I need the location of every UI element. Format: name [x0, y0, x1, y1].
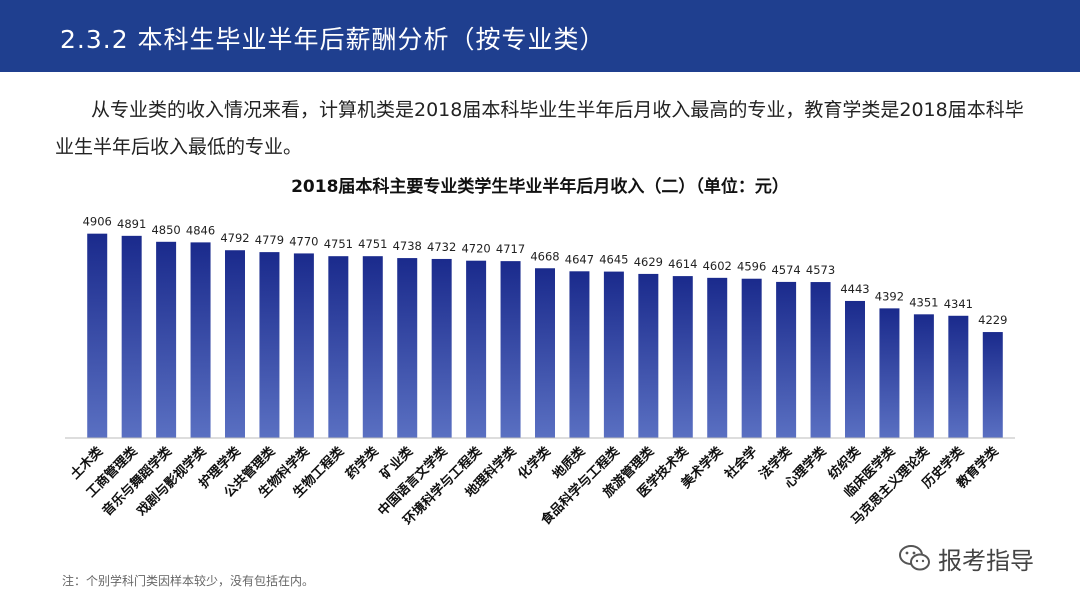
data-label: 4850 — [151, 223, 180, 237]
bar — [225, 250, 245, 438]
data-label: 4717 — [496, 242, 525, 256]
header-bar: 2.3.2 本科生毕业半年后薪酬分析（按专业类） — [0, 0, 1080, 72]
bar — [500, 261, 521, 438]
data-label: 4906 — [83, 215, 112, 229]
category-label: 化学类 — [515, 443, 555, 483]
data-label: 4229 — [978, 313, 1007, 327]
bar — [190, 242, 211, 438]
data-label: 4668 — [530, 249, 559, 263]
bar — [603, 271, 624, 438]
bar — [776, 281, 797, 438]
data-label: 4574 — [771, 263, 800, 277]
bar — [397, 258, 418, 438]
wechat-account-name: 报考指导 — [938, 546, 1034, 575]
bar — [707, 277, 728, 438]
bar — [948, 315, 969, 438]
data-label: 4720 — [461, 242, 490, 256]
data-label: 4647 — [565, 252, 594, 266]
data-label: 4770 — [289, 234, 318, 248]
bar — [672, 276, 693, 438]
data-label: 4602 — [703, 259, 732, 273]
bar — [741, 278, 762, 438]
bar — [156, 241, 177, 438]
bar — [810, 282, 831, 438]
bar — [328, 256, 349, 438]
page-title: 2.3.2 本科生毕业半年后薪酬分析（按专业类） — [60, 25, 606, 54]
bar — [913, 314, 934, 438]
data-label: 4751 — [324, 237, 353, 251]
data-label: 4732 — [427, 240, 456, 254]
bar — [879, 308, 900, 438]
bar-chart: 4906土木类4891工商管理类4850音乐与舞蹈学类4846戏剧与影视学类47… — [65, 215, 1015, 528]
data-label: 4614 — [668, 257, 697, 271]
bar — [259, 252, 280, 438]
data-label: 4846 — [186, 223, 215, 237]
data-label: 4596 — [737, 260, 766, 274]
data-label: 4573 — [806, 263, 835, 277]
data-label: 4779 — [255, 233, 284, 247]
data-label: 4392 — [875, 289, 904, 303]
wechat-icon — [899, 545, 930, 571]
data-label: 4645 — [599, 253, 628, 267]
data-label: 4443 — [840, 282, 869, 296]
data-label: 4891 — [117, 217, 146, 231]
bar — [569, 271, 590, 438]
bar — [121, 235, 142, 438]
data-label: 4341 — [944, 297, 973, 311]
description-text: 从专业类的收入情况来看，计算机类是2018届本科毕业生半年后月收入最高的专业，教… — [55, 99, 1024, 158]
data-label: 4792 — [220, 231, 249, 245]
bar — [431, 258, 452, 438]
bar — [638, 273, 659, 438]
data-label: 4738 — [393, 239, 422, 253]
data-label: 4629 — [634, 255, 663, 269]
bar — [535, 268, 555, 438]
bar — [845, 300, 865, 438]
bar — [362, 256, 383, 438]
wechat-watermark: 报考指导 — [898, 540, 1034, 576]
bar — [982, 332, 1003, 438]
data-label: 4751 — [358, 237, 387, 251]
bar — [293, 253, 314, 438]
category-label: 社会学 — [721, 444, 761, 484]
data-label: 4351 — [909, 295, 938, 309]
bar — [87, 233, 108, 438]
category-label: 药学类 — [343, 443, 383, 483]
footnote: 注：个别学科门类因样本较少，没有包括在内。 — [62, 574, 315, 588]
bar — [466, 260, 487, 438]
chart-title: 2018届本科主要专业类学生毕业半年后月收入（二）（单位：元） — [291, 177, 789, 197]
